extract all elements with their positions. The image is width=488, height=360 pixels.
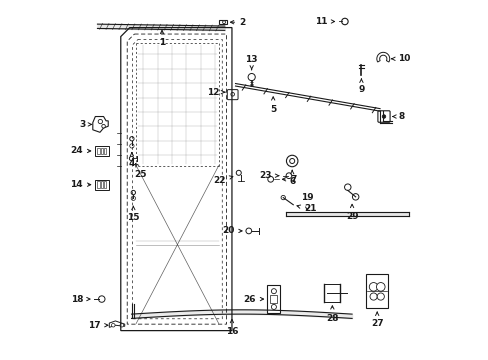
Text: 5: 5 bbox=[269, 105, 276, 114]
Circle shape bbox=[368, 283, 377, 291]
Circle shape bbox=[341, 18, 347, 25]
Circle shape bbox=[222, 21, 225, 24]
Text: 17: 17 bbox=[88, 321, 101, 330]
Bar bbox=[267, 285, 280, 313]
Bar bbox=[94, 146, 109, 156]
Text: 27: 27 bbox=[370, 319, 383, 328]
Text: 18: 18 bbox=[70, 294, 83, 303]
Circle shape bbox=[382, 115, 385, 118]
Circle shape bbox=[352, 194, 358, 200]
Circle shape bbox=[120, 323, 123, 327]
Bar bbox=[270, 296, 277, 303]
Text: 12: 12 bbox=[206, 87, 219, 96]
Text: 8: 8 bbox=[398, 112, 404, 121]
Text: 26: 26 bbox=[242, 294, 255, 303]
Text: 13: 13 bbox=[245, 55, 257, 64]
Circle shape bbox=[247, 73, 255, 81]
Bar bbox=[97, 148, 100, 154]
Text: 1: 1 bbox=[159, 38, 165, 47]
Text: 25: 25 bbox=[134, 170, 146, 179]
Text: 29: 29 bbox=[345, 212, 358, 221]
Bar bbox=[366, 274, 387, 309]
Text: 10: 10 bbox=[397, 54, 409, 63]
Circle shape bbox=[236, 170, 241, 175]
Circle shape bbox=[129, 156, 133, 161]
Circle shape bbox=[271, 305, 276, 310]
Text: 4: 4 bbox=[128, 159, 135, 168]
Circle shape bbox=[102, 125, 105, 128]
Text: 16: 16 bbox=[225, 327, 238, 336]
Text: 20: 20 bbox=[222, 226, 234, 235]
Text: 11: 11 bbox=[315, 17, 327, 26]
Text: 6: 6 bbox=[288, 177, 295, 186]
Wedge shape bbox=[376, 52, 389, 62]
Text: 3: 3 bbox=[79, 120, 85, 129]
Circle shape bbox=[245, 228, 251, 234]
Bar bbox=[104, 148, 106, 154]
Circle shape bbox=[289, 158, 294, 163]
Circle shape bbox=[131, 196, 135, 201]
Text: 21: 21 bbox=[304, 204, 316, 213]
FancyBboxPatch shape bbox=[227, 90, 238, 100]
FancyBboxPatch shape bbox=[377, 111, 389, 122]
Circle shape bbox=[98, 120, 102, 124]
Circle shape bbox=[285, 173, 291, 179]
Circle shape bbox=[129, 136, 134, 141]
Circle shape bbox=[99, 296, 105, 302]
Text: 14: 14 bbox=[70, 180, 82, 189]
Bar bbox=[101, 148, 102, 154]
Circle shape bbox=[286, 155, 297, 167]
Circle shape bbox=[376, 293, 384, 300]
Circle shape bbox=[344, 184, 350, 190]
Text: 19: 19 bbox=[300, 193, 313, 202]
Circle shape bbox=[129, 144, 134, 148]
Circle shape bbox=[369, 293, 376, 300]
Circle shape bbox=[131, 190, 135, 195]
Text: 23: 23 bbox=[259, 171, 271, 180]
Text: 28: 28 bbox=[325, 314, 338, 323]
Bar bbox=[97, 181, 100, 188]
Circle shape bbox=[230, 93, 234, 96]
Bar bbox=[94, 180, 109, 190]
Bar bbox=[101, 181, 102, 188]
Circle shape bbox=[267, 176, 273, 182]
Circle shape bbox=[376, 283, 384, 291]
Text: 24: 24 bbox=[70, 147, 82, 156]
Circle shape bbox=[281, 195, 285, 200]
Text: 9: 9 bbox=[358, 85, 364, 94]
Bar bbox=[104, 181, 106, 188]
Text: 15: 15 bbox=[127, 213, 139, 222]
Text: 2: 2 bbox=[239, 18, 245, 27]
Circle shape bbox=[111, 323, 115, 327]
Text: 22: 22 bbox=[213, 176, 225, 185]
Text: 7: 7 bbox=[290, 175, 296, 184]
Circle shape bbox=[271, 289, 276, 294]
